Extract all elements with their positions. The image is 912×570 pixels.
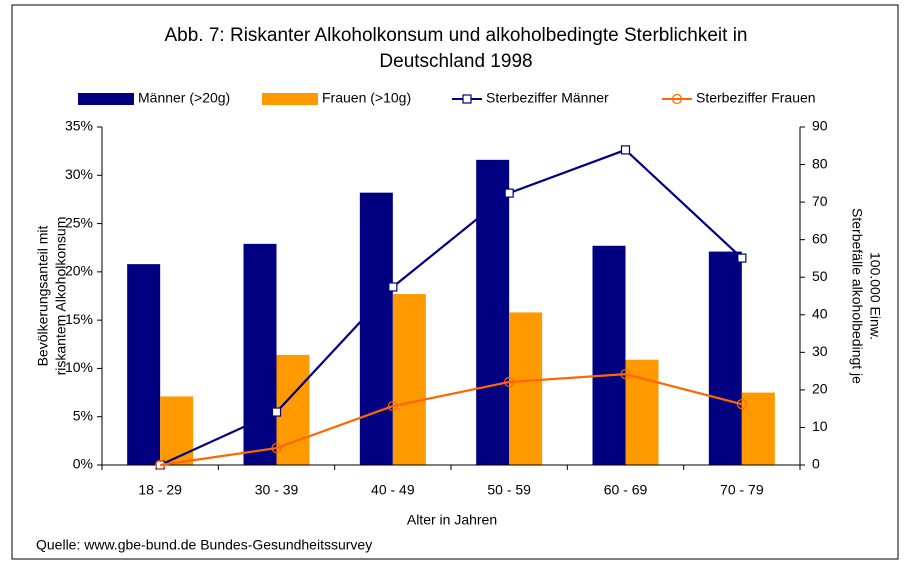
y2-tick-label: 80: [812, 155, 828, 171]
line-marker: [271, 407, 282, 417]
y2-tick-label: 70: [812, 193, 828, 209]
legend-swatch: [78, 93, 134, 105]
bar: [160, 396, 194, 465]
x-tick-label: 30 - 39: [255, 482, 299, 498]
y2-tick-label: 20: [812, 381, 828, 397]
bar: [741, 392, 775, 465]
line-marker: [620, 145, 631, 155]
line-series: [160, 373, 743, 467]
line-marker: [620, 369, 631, 380]
x-tick-label: 60 - 69: [604, 482, 648, 498]
chart-title: Abb. 7: Riskanter Alkoholkonsum und alko…: [164, 25, 747, 46]
bar: [392, 294, 426, 465]
line-series: [159, 148, 743, 467]
y2-tick-label: 50: [812, 268, 828, 284]
y-tick-label: 15%: [65, 311, 93, 327]
y-tick-label: 25%: [65, 214, 93, 230]
y2-tick-label: 10: [812, 418, 828, 434]
line-marker: [387, 400, 398, 412]
line-marker: [737, 253, 747, 263]
x-axis-title: Alter in Jahren: [407, 512, 497, 528]
legend-swatch: [262, 93, 318, 105]
y-tick-label: 10%: [65, 359, 93, 375]
y2-tick-label: 60: [812, 230, 828, 246]
y2-tick-label: 30: [812, 343, 828, 359]
line-marker: [504, 188, 514, 198]
legend-label: Frauen (>10g): [322, 90, 411, 106]
line-marker: [271, 443, 282, 454]
y-tick-label: 20%: [65, 263, 93, 279]
source-note: Quelle: www.gbe-bund.de Bundes-Gesundhei…: [36, 537, 372, 553]
bar: [509, 312, 543, 465]
y-tick-label: 0%: [73, 456, 93, 472]
y-tick-label: 5%: [73, 407, 93, 423]
bar: [243, 243, 277, 465]
legend-label: Sterbeziffer Männer: [486, 90, 609, 106]
line-marker: [671, 93, 683, 105]
y2-tick-label: 0: [812, 456, 820, 472]
bar: [592, 245, 626, 465]
x-tick-label: 50 - 59: [487, 482, 531, 498]
y-axis-title: riskantem Alkoholkonsum: [53, 217, 69, 376]
x-tick-label: 40 - 49: [371, 482, 415, 498]
y2-tick-label: 90: [812, 118, 828, 134]
x-tick-label: 70 - 79: [720, 482, 764, 498]
legend-label: Sterbeziffer Frauen: [696, 90, 816, 106]
y-axis-title: Bevölkerungsanteil mit: [35, 225, 51, 366]
y2-tick-label: 40: [812, 305, 828, 321]
line-marker: [155, 459, 166, 471]
y2-axis-title: 100.000 Einw.: [867, 252, 883, 340]
legend-label: Männer (>20g): [138, 90, 230, 106]
x-tick-label: 18 - 29: [138, 482, 182, 498]
line-marker: [736, 399, 747, 410]
line-marker: [388, 282, 398, 292]
chart-title: Deutschland 1998: [379, 51, 532, 72]
bar: [127, 264, 161, 465]
y-tick-label: 30%: [65, 166, 93, 182]
bar: [708, 251, 742, 465]
bar: [359, 192, 393, 465]
y2-axis-title: Sterbefälle alkoholbedingt je: [849, 208, 865, 384]
line-marker: [462, 94, 472, 104]
y-tick-label: 35%: [65, 118, 93, 134]
line-marker: [504, 376, 515, 388]
bar: [476, 159, 510, 465]
